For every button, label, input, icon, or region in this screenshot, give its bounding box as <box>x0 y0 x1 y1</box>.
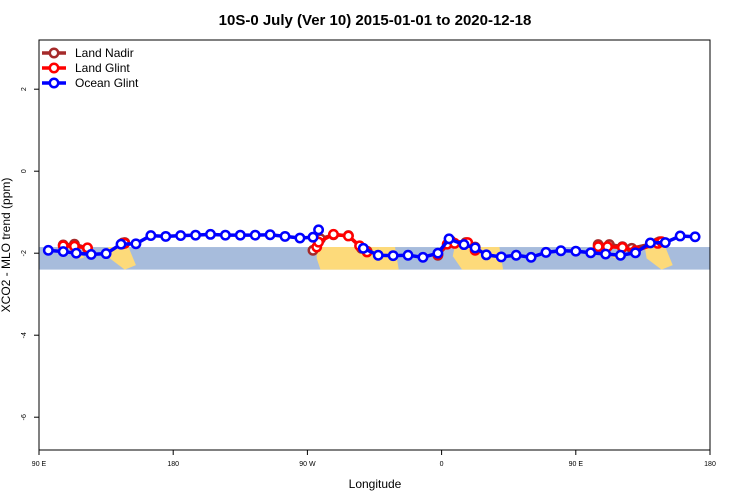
ocean-glint-point-42 <box>674 230 686 242</box>
chart-title: 10S-0 July (Ver 10) 2015-01-01 to 2020-1… <box>219 12 532 29</box>
ocean-glint-point-22 <box>387 250 399 262</box>
legend-land-nadir-label: Land Nadir <box>75 46 134 60</box>
land-glint-point-16 <box>592 241 604 253</box>
x-tick-label-3: 0 <box>440 461 444 468</box>
x-tick-label-4: 90 E <box>569 461 584 468</box>
y-tick-label-4: -6 <box>21 414 28 420</box>
legend-land-glint-label: Land Glint <box>75 61 130 75</box>
land-glint-point-7 <box>328 228 339 240</box>
y-axis-label: XCO2 - MLO trend (ppm) <box>0 178 13 313</box>
ocean-glint-point-24 <box>417 251 429 263</box>
ocean-glint-point-8 <box>160 230 172 242</box>
ocean-glint-point-5 <box>115 238 127 250</box>
ocean-glint-point-4 <box>100 248 112 260</box>
ocean-glint-point-21 <box>372 249 384 261</box>
plot-frame <box>38 39 711 451</box>
ocean-glint-point-29 <box>480 249 492 261</box>
series-layer <box>42 224 701 263</box>
y-tick-label-1: 0 <box>21 169 28 173</box>
ocean-glint-point-2 <box>70 247 82 259</box>
ocean-glint-point-18 <box>307 231 319 243</box>
ocean-glint-point-0 <box>42 244 54 256</box>
ocean-glint-point-17 <box>294 232 306 244</box>
legend-land-nadir-marker <box>48 47 60 59</box>
ocean-glint-point-34 <box>555 245 567 257</box>
ocean-glint-point-3 <box>85 248 97 260</box>
ocean-glint-point-25 <box>432 247 444 259</box>
legend-land-glint-marker <box>48 62 60 74</box>
x-axis-label: Longitude <box>349 477 402 491</box>
ocean-glint-point-1 <box>57 246 69 258</box>
x-tick-label-5: 180 <box>704 461 716 468</box>
ocean-glint-point-15 <box>264 229 276 241</box>
ocean-glint-point-6 <box>130 238 142 250</box>
ocean-glint-point-36 <box>585 247 597 259</box>
ocean-glint-point-11 <box>205 228 216 240</box>
ocean-glint-point-43 <box>689 231 701 243</box>
legend-ocean-glint-label: Ocean Glint <box>75 76 139 90</box>
ocean-glint-point-35 <box>570 245 582 257</box>
ocean-glint-point-30 <box>495 251 507 263</box>
ocean-glint-point-26 <box>443 233 455 245</box>
ocean-glint-point-37 <box>600 248 612 260</box>
ocean-glint-point-32 <box>525 251 537 263</box>
land-new-guinea-right <box>644 247 673 270</box>
ocean-glint-point-23 <box>402 249 414 261</box>
ocean-glint-point-33 <box>540 246 552 258</box>
ocean-glint-point-31 <box>510 249 522 261</box>
y-tick-label-2: -2 <box>21 250 28 256</box>
ocean-glint-point-27 <box>458 239 470 251</box>
ocean-glint-point-20 <box>357 242 369 254</box>
ocean-glint-point-39 <box>629 247 641 259</box>
ocean-glint-point-16 <box>279 230 291 242</box>
ocean-glint-point-28 <box>469 242 481 254</box>
ocean-glint-point-13 <box>234 229 246 241</box>
x-tick-label-1: 180 <box>167 461 179 468</box>
ocean-glint-point-9 <box>175 230 187 242</box>
x-tick-label-0: 90 E <box>32 461 47 468</box>
ocean-glint-point-12 <box>219 229 231 241</box>
legend-ocean-glint-marker <box>48 77 60 89</box>
y-tick-label-3: -4 <box>21 332 28 338</box>
axes-layer: 90 E 180 90 W 0 90 E 180 2 0 -2 -4 -6 <box>21 87 716 468</box>
x-tick-label-2: 90 W <box>299 461 316 468</box>
ocean-glint-point-38 <box>615 249 626 261</box>
ocean-glint-point-14 <box>249 229 261 241</box>
ocean-glint-point-40 <box>644 237 656 249</box>
y-tick-label-0: 2 <box>21 87 28 91</box>
ocean-glint-point-7 <box>145 230 157 242</box>
ocean-glint-point-10 <box>190 229 202 241</box>
land-new-guinea-left <box>107 247 136 270</box>
ocean-glint-point-19 <box>313 224 325 236</box>
land-glint-point-8 <box>342 230 354 242</box>
ocean-glint-point-41 <box>659 237 671 248</box>
